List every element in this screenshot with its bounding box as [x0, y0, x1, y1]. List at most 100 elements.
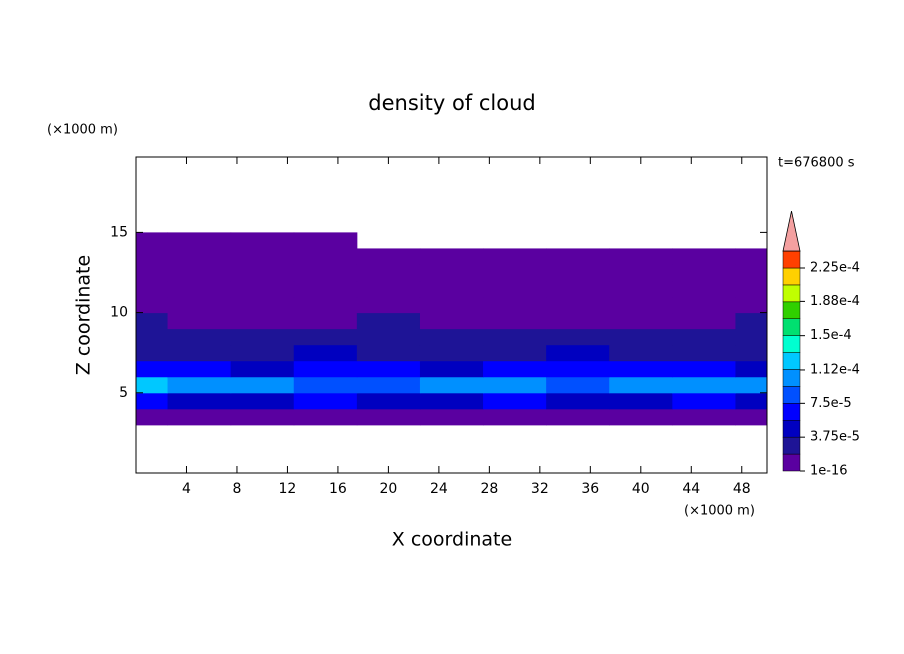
- contour-cell: [609, 392, 673, 410]
- contour-cell: [546, 280, 610, 298]
- contour-cell: [356, 376, 421, 394]
- contour-cell: [609, 376, 673, 394]
- contour-cell: [230, 344, 295, 362]
- x-tick-label: 32: [531, 481, 549, 497]
- contour-cell: [735, 328, 767, 346]
- contour-cell: [167, 344, 232, 362]
- contour-cell: [230, 296, 295, 314]
- x-tick-label: 16: [329, 481, 347, 497]
- colorbar-label: 7.5e-5: [810, 396, 852, 411]
- contour-cell: [230, 312, 295, 330]
- contour-cell: [546, 360, 610, 378]
- colorbar-box: [782, 436, 801, 455]
- contour-cell: [419, 312, 484, 330]
- contour-cell: [230, 248, 295, 265]
- contour-cell: [230, 280, 295, 298]
- colorbar-box: [782, 284, 801, 303]
- contour-cell: [546, 376, 610, 394]
- contour-cell: [167, 280, 232, 298]
- contour-cell: [672, 248, 736, 265]
- contour-cell: [136, 264, 169, 282]
- contour-cell: [293, 312, 358, 330]
- colorbar-extend: [782, 210, 801, 252]
- contour-cell: [293, 344, 358, 362]
- contour-cell: [230, 392, 295, 410]
- contour-cell: [609, 408, 673, 426]
- contour-cell: [136, 328, 169, 346]
- contour-cell: [483, 280, 547, 298]
- contour-cell: [419, 328, 484, 346]
- y-tick-label: 5: [119, 385, 128, 401]
- contour-cell: [609, 296, 673, 314]
- contour-cell: [167, 312, 232, 330]
- contour-cell: [136, 360, 169, 378]
- contour-cell: [483, 376, 547, 394]
- contour-cell: [672, 280, 736, 298]
- x-tick-label: 4: [182, 481, 191, 497]
- contour-cell: [735, 248, 767, 265]
- contour-cell: [293, 328, 358, 346]
- contour-cell: [735, 376, 767, 394]
- contour-cell: [609, 344, 673, 362]
- contour-cell: [546, 328, 610, 346]
- contour-cell: [419, 408, 484, 426]
- contour-cell: [419, 392, 484, 410]
- colorbar-box: [782, 369, 801, 387]
- contour-cell: [293, 360, 358, 378]
- contour-cell: [356, 280, 421, 298]
- contour-cell: [672, 344, 736, 362]
- contour-cell: [609, 264, 673, 282]
- contour-cell: [230, 264, 295, 282]
- x-tick-label: 48: [733, 481, 751, 497]
- contour-cell: [419, 344, 484, 362]
- contour-cell: [735, 360, 767, 378]
- contour-cell: [546, 312, 610, 330]
- contour-cell: [230, 328, 295, 346]
- colorbar-label: 2.25e-4: [810, 261, 860, 276]
- contour-cell: [735, 296, 767, 314]
- colorbar-box: [782, 301, 801, 320]
- contour-cell: [136, 392, 169, 410]
- contour-cell: [167, 232, 232, 249]
- contour-cell: [672, 264, 736, 282]
- time-annotation: t=676800 s: [778, 156, 855, 171]
- contour-cell: [546, 392, 610, 410]
- contour-cell: [483, 328, 547, 346]
- contour-cell: [293, 296, 358, 314]
- contour-cell: [419, 360, 484, 378]
- contour-cell: [293, 392, 358, 410]
- contour-cell: [483, 408, 547, 426]
- chart-title: density of cloud: [368, 91, 535, 115]
- contour-cell: [672, 408, 736, 426]
- contour-cell: [672, 296, 736, 314]
- contour-cell: [483, 264, 547, 282]
- contour-cell: [609, 360, 673, 378]
- contour-cell: [672, 312, 736, 330]
- contour-cell: [293, 248, 358, 265]
- contour-cell: [609, 280, 673, 298]
- x-axis-label: X coordinate: [392, 529, 512, 551]
- contour-cell: [356, 248, 421, 265]
- contour-cell: [167, 360, 232, 378]
- colorbar-box: [782, 318, 801, 336]
- colorbar-box: [782, 267, 801, 286]
- y-unit: (×1000 m): [47, 123, 118, 138]
- contour-cell: [293, 280, 358, 298]
- contour-cell: [167, 296, 232, 314]
- contour-cell: [546, 264, 610, 282]
- contour-cell: [356, 328, 421, 346]
- colorbar-label: 1.88e-4: [810, 294, 860, 309]
- y-axis-label: Z coordinate: [73, 255, 95, 375]
- x-unit: (×1000 m): [684, 504, 755, 519]
- y-tick-label: 15: [110, 224, 128, 240]
- contour-cell: [167, 392, 232, 410]
- contour-cell: [483, 360, 547, 378]
- colorbar-box: [782, 420, 801, 438]
- contour-cell: [136, 296, 169, 314]
- x-tick-label: 20: [379, 481, 397, 497]
- contour-cell: [419, 376, 484, 394]
- contour-cell: [356, 344, 421, 362]
- x-tick-label: 40: [632, 481, 650, 497]
- colorbar-box: [782, 250, 801, 269]
